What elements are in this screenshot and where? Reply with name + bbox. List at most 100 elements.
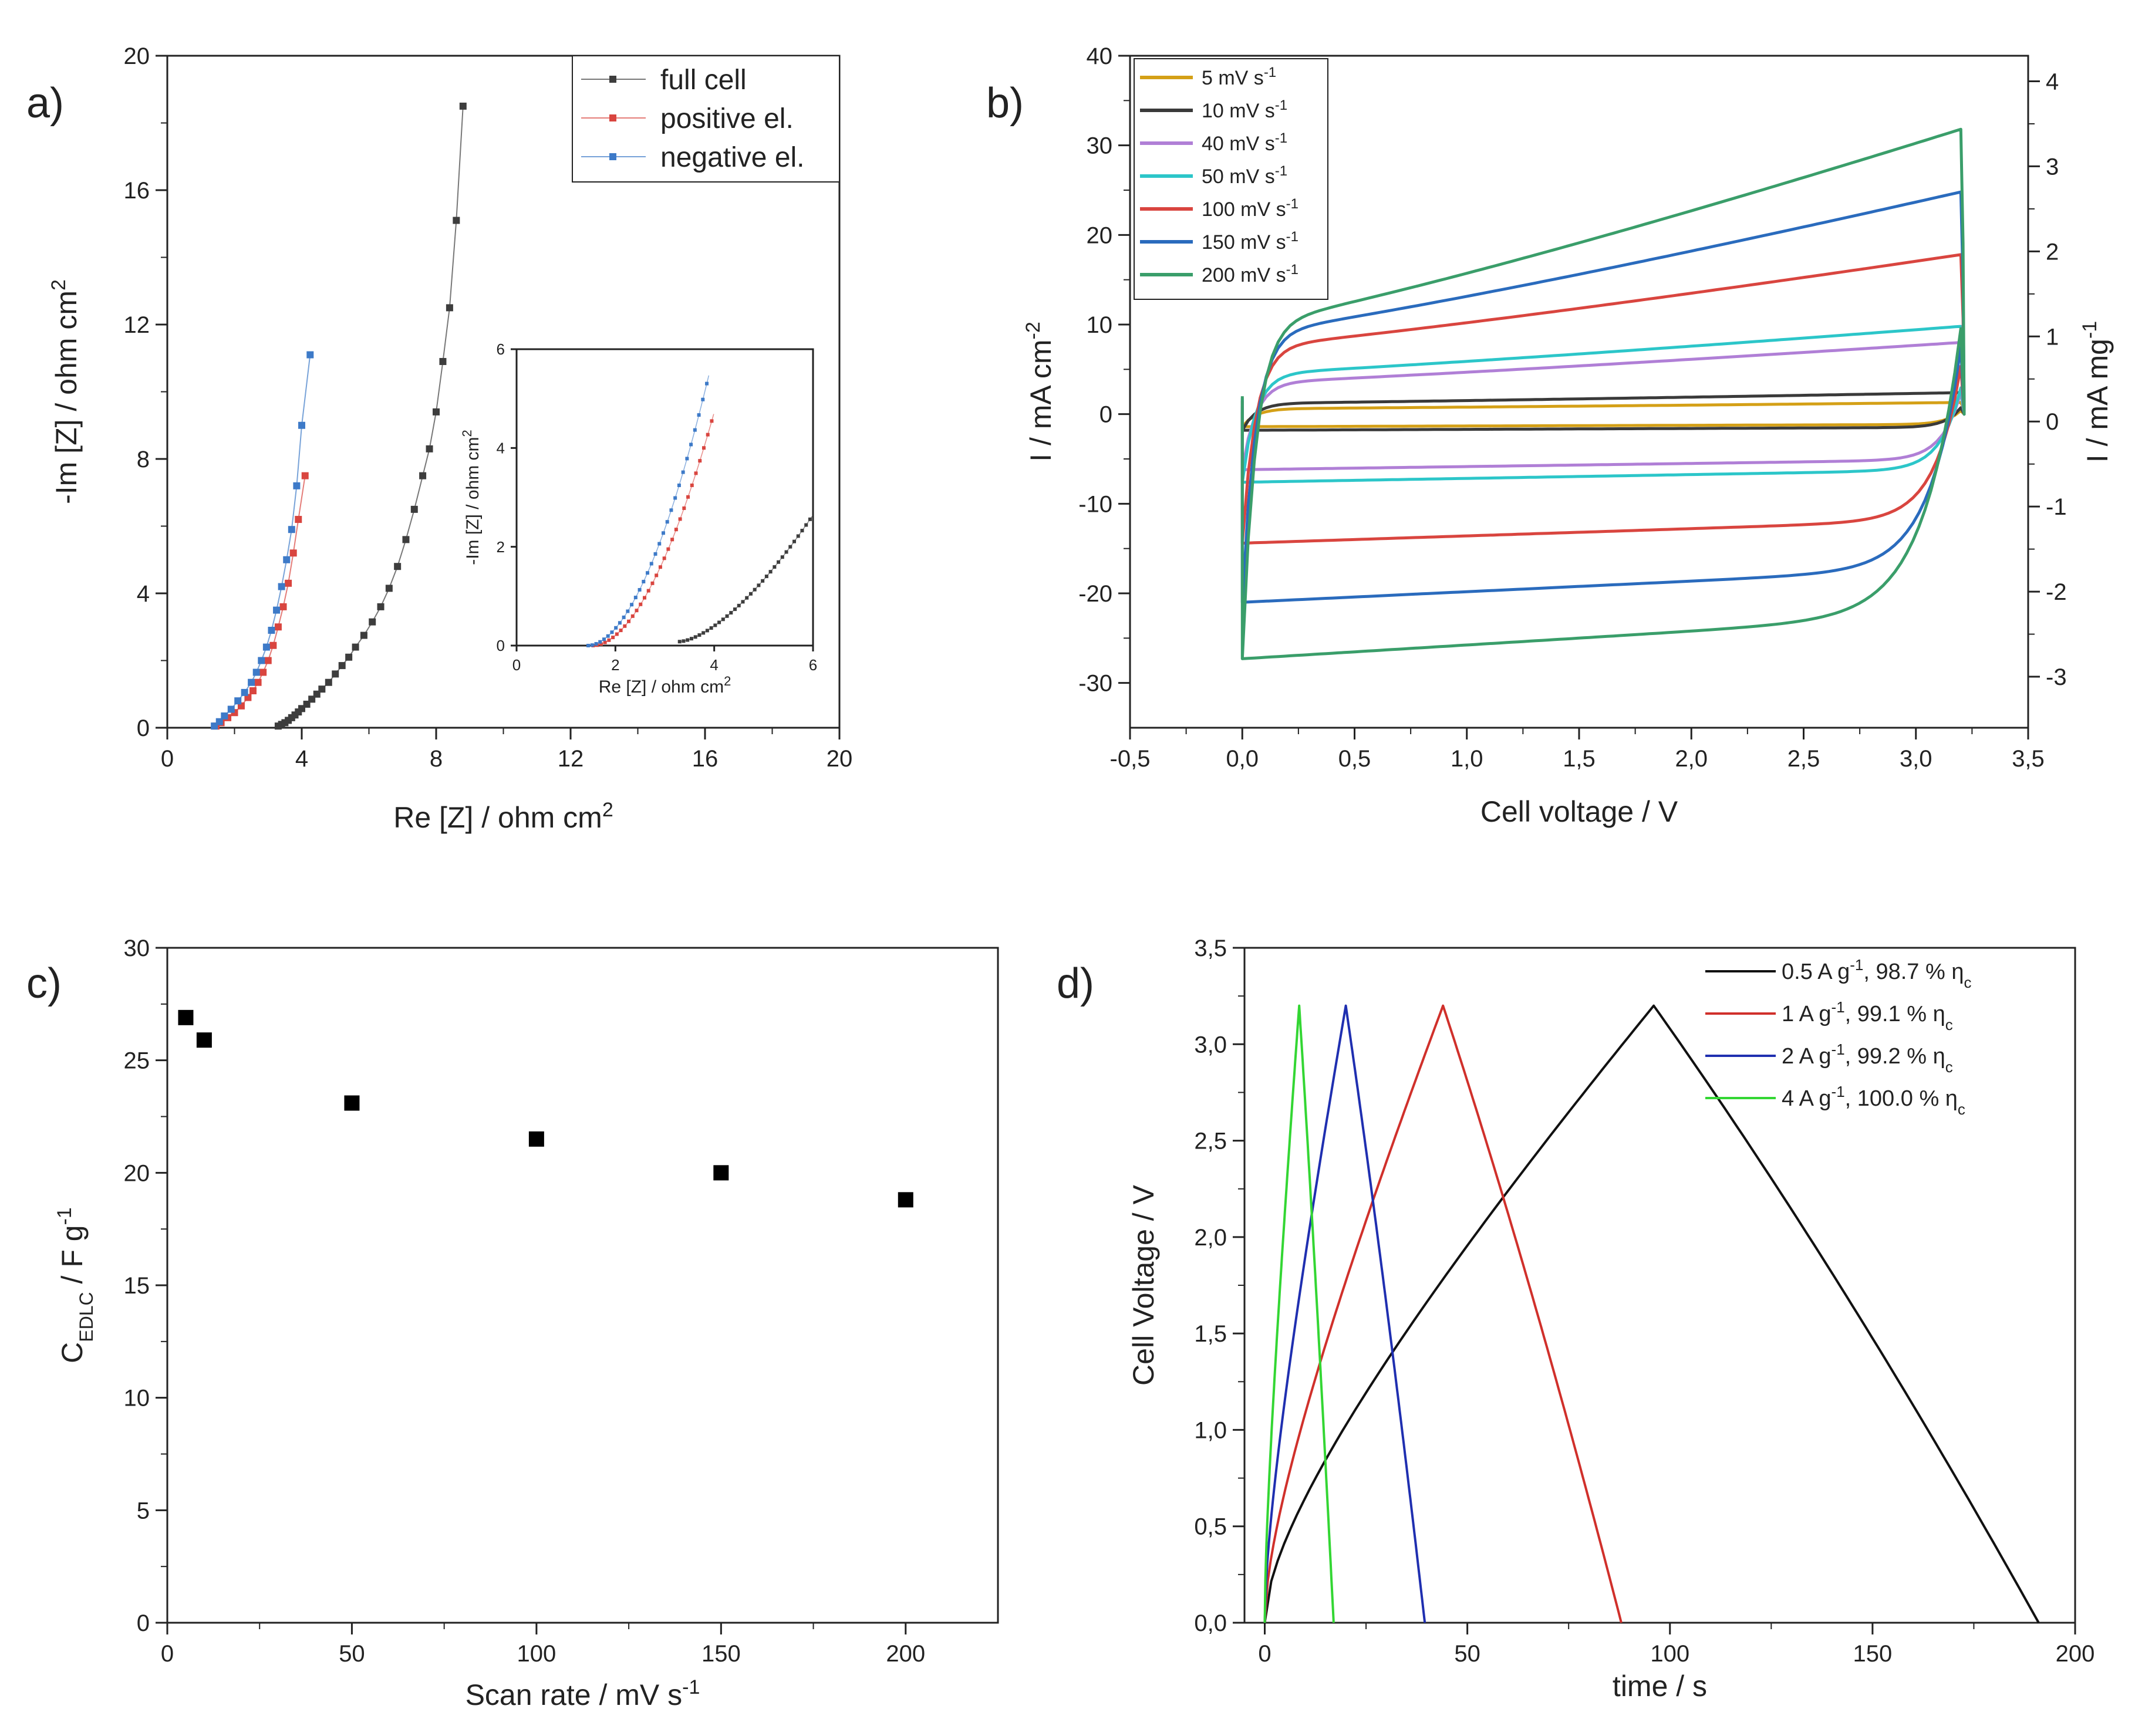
panel-a-inset-point — [693, 428, 697, 432]
panel-a-legend-marker — [609, 153, 616, 160]
panel-c-axes: 0 50 100 150 200 0 5 10 15 20 25 30 — [124, 935, 999, 1667]
panel-a-x-axis-label: Re [Z] / ohm cm2 — [393, 799, 613, 834]
panel-a-inset-point — [686, 638, 690, 642]
panel-a-inset-point — [586, 644, 591, 647]
panel-c-xtick-label: 100 — [517, 1641, 556, 1667]
panel-b-ytick-label: 30 — [1087, 133, 1113, 159]
panel-a-inset-point — [655, 573, 659, 577]
panel-a-inset-point — [745, 596, 749, 600]
panel-a-inset-point — [649, 562, 653, 566]
panel-a-point — [274, 623, 282, 631]
panel-a-inset-point — [682, 639, 686, 643]
panel-c-xtick-label: 50 — [339, 1641, 365, 1667]
panel-d-ytick-label: 3,5 — [1194, 935, 1227, 961]
panel-a-xtick-label: 16 — [692, 746, 719, 772]
panel-d-data — [1263, 1004, 2040, 1623]
panel-d-ytick-label: 0,0 — [1194, 1610, 1227, 1636]
panel-a-point — [264, 657, 272, 664]
panel-a-inset-point — [635, 609, 639, 613]
panel-d-gcd-curve-2 — [1263, 1004, 1426, 1623]
panel-a-inset-point — [701, 397, 705, 401]
panel-a-inset-point — [694, 471, 698, 475]
panel-a-point — [289, 549, 297, 557]
panel-a-inset-point — [615, 632, 619, 636]
panel-c-point — [178, 1009, 194, 1025]
panel-b-ytick-label: 10 — [1087, 312, 1113, 338]
panel-b-ytick-label: 3 — [2046, 154, 2059, 180]
panel-a-point — [325, 678, 332, 686]
panel-a-inset-point — [709, 626, 713, 630]
panel-a-inset-point — [642, 596, 646, 600]
panel-a-inset-point — [721, 617, 725, 622]
panel-a-point — [273, 606, 281, 614]
panel-a-inset-frame — [515, 348, 814, 647]
panel-d-ytick-label: 3,0 — [1194, 1032, 1227, 1058]
panel-a-inset-point — [677, 640, 682, 644]
panel-a-point — [248, 678, 255, 686]
panel-a-point — [377, 603, 384, 610]
panel-a-inset-point — [619, 629, 623, 633]
panel-a-inset-point — [630, 614, 635, 618]
panel-a-inset-point — [808, 517, 812, 521]
panel-a-inset-point — [705, 381, 709, 386]
panel-a-inset-point — [599, 642, 603, 646]
panel-a-inset-point — [804, 523, 808, 527]
panel-a-inset-curve-1 — [593, 414, 714, 646]
panel-a-inset-point — [594, 642, 598, 646]
panel-a-inset-point — [678, 517, 682, 521]
panel-a-xtick-label: 0 — [161, 746, 174, 772]
panel-a-legend-box — [572, 55, 840, 183]
panel-a-inset-point — [689, 637, 693, 641]
panel-d-gcd-curve-3 — [1263, 1004, 1335, 1623]
panel-a-point — [332, 670, 339, 678]
panel-b-ytick-label: -1 — [2046, 494, 2067, 520]
panel-a-inset-point — [674, 528, 678, 532]
panel-a-point — [221, 712, 228, 720]
panel-c-ytick-label: 30 — [124, 935, 150, 961]
panel-a-inset-point — [611, 636, 615, 640]
panel-a-point — [285, 579, 292, 587]
panel-a-point — [278, 583, 285, 590]
panel-a-inset-point — [685, 457, 689, 461]
panel-a-point — [279, 603, 287, 610]
panel-a-inset-point — [788, 545, 792, 549]
panel-d-y-axis-label: Cell Voltage / V — [1127, 1184, 1160, 1386]
panel-a-inset-point — [698, 459, 702, 463]
panel-a-inset-xtick-label: 0 — [512, 656, 521, 674]
panel-a-ytick-label: 16 — [124, 178, 150, 204]
panel-c-xtick-label: 0 — [161, 1641, 174, 1667]
panel-b-xtick-label: -0,5 — [1110, 746, 1151, 772]
panel-a-legend-label: positive el. — [660, 103, 794, 134]
panel-a-point — [215, 718, 223, 725]
panel-a-point — [306, 351, 314, 359]
panel-a-inset-xtick-label: 6 — [809, 656, 817, 674]
panel-a-inset-point — [697, 633, 701, 637]
panel-a-inset-point — [618, 621, 622, 625]
panel-a-inset-point — [662, 556, 666, 560]
panel-a-inset-point — [784, 550, 788, 554]
panel-a-point — [402, 536, 410, 543]
panel-b-xtick-label: 3,5 — [2012, 746, 2045, 772]
panel-a-ytick-label: 12 — [124, 312, 150, 338]
panel-b-legend-label: 150 mV s-1 — [1202, 229, 1298, 254]
panel-b-xtick-label: 2,0 — [1675, 746, 1708, 772]
panel-a-ytick-label: 4 — [137, 581, 150, 607]
panel-a-inset-point — [686, 495, 690, 499]
panel-b-ytick-label: -30 — [1078, 671, 1112, 697]
panel-b-y-axis-label: I / mA cm-2 — [1022, 322, 1057, 462]
panel-a: a) 0 4 8 12 16 20 0 4 8 12 16 20 0 2 4 6 0 2 4 6 full cell… — [26, 43, 852, 834]
panel-a-inset-ytick-label: 6 — [497, 340, 505, 358]
panel-a-inset-ytick-label: 2 — [497, 538, 505, 556]
panel-c-point — [898, 1192, 913, 1208]
panel-a-point — [234, 697, 242, 705]
panel-a-inset-point — [607, 638, 611, 642]
panel-a-inset-x-label: Re [Z] / ohm cm2 — [599, 674, 731, 697]
panel-a-xtick-label: 20 — [827, 746, 853, 772]
panel-a-inset-point — [800, 529, 804, 533]
panel-d-ytick-label: 2,5 — [1194, 1129, 1227, 1154]
panel-d-xtick-label: 0 — [1258, 1641, 1271, 1667]
panel-a-letter: a) — [26, 80, 64, 127]
panel-a-inset-point — [639, 602, 643, 606]
panel-a-inset: 0 2 4 6 0 2 4 6 — [497, 340, 818, 674]
panel-c-point — [528, 1131, 544, 1147]
